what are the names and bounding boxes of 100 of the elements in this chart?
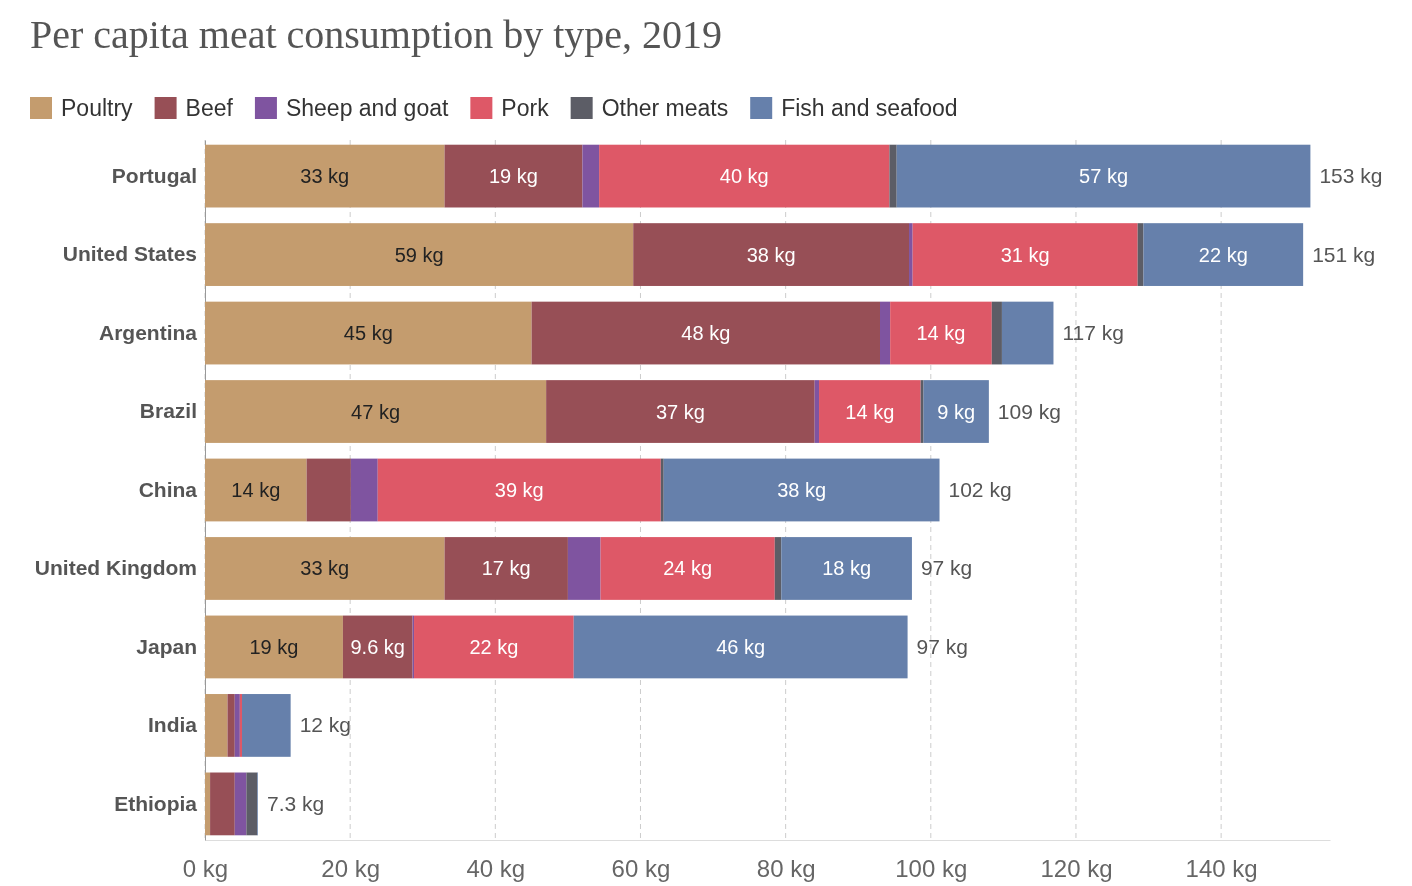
bar xyxy=(599,144,890,208)
legend-label: Pork xyxy=(501,95,550,121)
bar xyxy=(600,537,775,600)
bar xyxy=(239,694,243,757)
data-label: 22 kg xyxy=(469,635,519,658)
bar xyxy=(444,144,583,208)
bar xyxy=(896,144,1311,208)
data-label: 45 kg xyxy=(343,322,393,345)
data-label: 38 kg xyxy=(777,479,827,501)
data-label: 14 kg xyxy=(231,479,281,501)
y-tick-label: Ethiopia xyxy=(114,791,198,815)
data-label: 14 kg xyxy=(845,400,895,423)
bar xyxy=(205,772,211,836)
total-label: 117 kg xyxy=(1062,321,1124,345)
data-label: 22 kg xyxy=(1198,243,1248,266)
data-label: 47 kg xyxy=(351,400,401,423)
data-label: 46 kg xyxy=(716,635,766,658)
data-label: 33 kg xyxy=(300,557,350,580)
bar xyxy=(880,301,891,365)
data-label: 37 kg xyxy=(655,400,705,423)
bar xyxy=(1143,223,1304,286)
data-label: 33 kg xyxy=(300,165,350,188)
data-label: 17 kg xyxy=(481,557,531,580)
data-label: 57 kg xyxy=(1079,165,1129,188)
bar xyxy=(633,223,910,286)
bar xyxy=(205,694,228,757)
legend-label: Sheep and goat xyxy=(285,95,449,121)
total-label: 151 kg xyxy=(1312,242,1376,266)
total-label: 12 kg xyxy=(299,713,352,737)
bar xyxy=(205,144,445,208)
bar xyxy=(1001,301,1054,365)
x-tick-label: 120 kg xyxy=(1040,855,1113,883)
data-label: 38 kg xyxy=(746,243,796,266)
total-label: 97 kg xyxy=(916,634,968,658)
bar xyxy=(531,301,880,365)
y-tick-label: Brazil xyxy=(139,399,197,423)
bar xyxy=(923,380,989,443)
bar xyxy=(234,772,247,836)
data-label: 14 kg xyxy=(916,322,966,345)
legend-label: Beef xyxy=(185,95,234,121)
y-tick-label: Portugal xyxy=(111,163,197,187)
bar xyxy=(205,223,634,286)
bar xyxy=(774,537,782,600)
bar xyxy=(246,772,258,836)
data-label: 19 kg xyxy=(489,165,538,188)
data-label: 9.6 kg xyxy=(350,635,405,658)
x-tick-label: 80 kg xyxy=(756,855,816,883)
total-label: 97 kg xyxy=(920,556,973,580)
x-tick-label: 60 kg xyxy=(611,855,671,883)
y-tick-label: United States xyxy=(62,242,197,266)
x-tick-label: 0 kg xyxy=(182,855,229,883)
data-label: 24 kg xyxy=(663,557,713,580)
y-tick-label: China xyxy=(138,477,198,501)
bar xyxy=(350,458,378,522)
x-tick-label: 20 kg xyxy=(321,855,381,883)
bar xyxy=(912,223,1138,286)
data-label: 59 kg xyxy=(394,243,444,266)
bar xyxy=(234,694,240,757)
bar xyxy=(889,144,897,208)
data-label: 9 kg xyxy=(937,400,976,423)
bar xyxy=(920,380,924,443)
bar xyxy=(205,458,307,522)
data-label: 19 kg xyxy=(249,635,299,658)
bar xyxy=(377,458,661,522)
bar xyxy=(890,301,992,365)
bar xyxy=(814,380,820,443)
data-label: 40 kg xyxy=(719,165,769,188)
x-tick-label: 40 kg xyxy=(466,855,526,883)
bar xyxy=(205,380,547,443)
bar xyxy=(819,380,921,443)
data-label: 48 kg xyxy=(681,322,731,345)
bar xyxy=(342,615,413,679)
legend-label: Other meats xyxy=(601,95,729,121)
bar xyxy=(663,458,940,522)
bar xyxy=(306,458,351,522)
bar xyxy=(781,537,912,600)
legend-label: Fish and seafood xyxy=(781,95,958,121)
data-label: 31 kg xyxy=(1000,243,1050,266)
bar xyxy=(205,615,343,679)
x-tick-label: 100 kg xyxy=(895,855,968,883)
bar xyxy=(205,301,532,365)
data-label: 18 kg xyxy=(822,557,872,580)
y-tick-label: Japan xyxy=(136,634,197,658)
bar xyxy=(991,301,1002,365)
y-tick-label: Argentina xyxy=(98,320,198,344)
bar xyxy=(909,223,913,286)
bar xyxy=(573,615,908,679)
y-tick-label: India xyxy=(147,713,198,737)
bar xyxy=(444,537,568,600)
legend-label: Poultry xyxy=(61,95,134,121)
total-label: 109 kg xyxy=(997,399,1061,423)
total-label: 102 kg xyxy=(948,478,1012,501)
bar xyxy=(242,694,291,757)
bar xyxy=(660,458,664,522)
bar xyxy=(567,537,601,600)
bar xyxy=(227,694,235,757)
x-tick-label: 140 kg xyxy=(1185,855,1258,883)
bar xyxy=(205,537,445,600)
bar xyxy=(546,380,815,443)
bar xyxy=(210,772,235,836)
